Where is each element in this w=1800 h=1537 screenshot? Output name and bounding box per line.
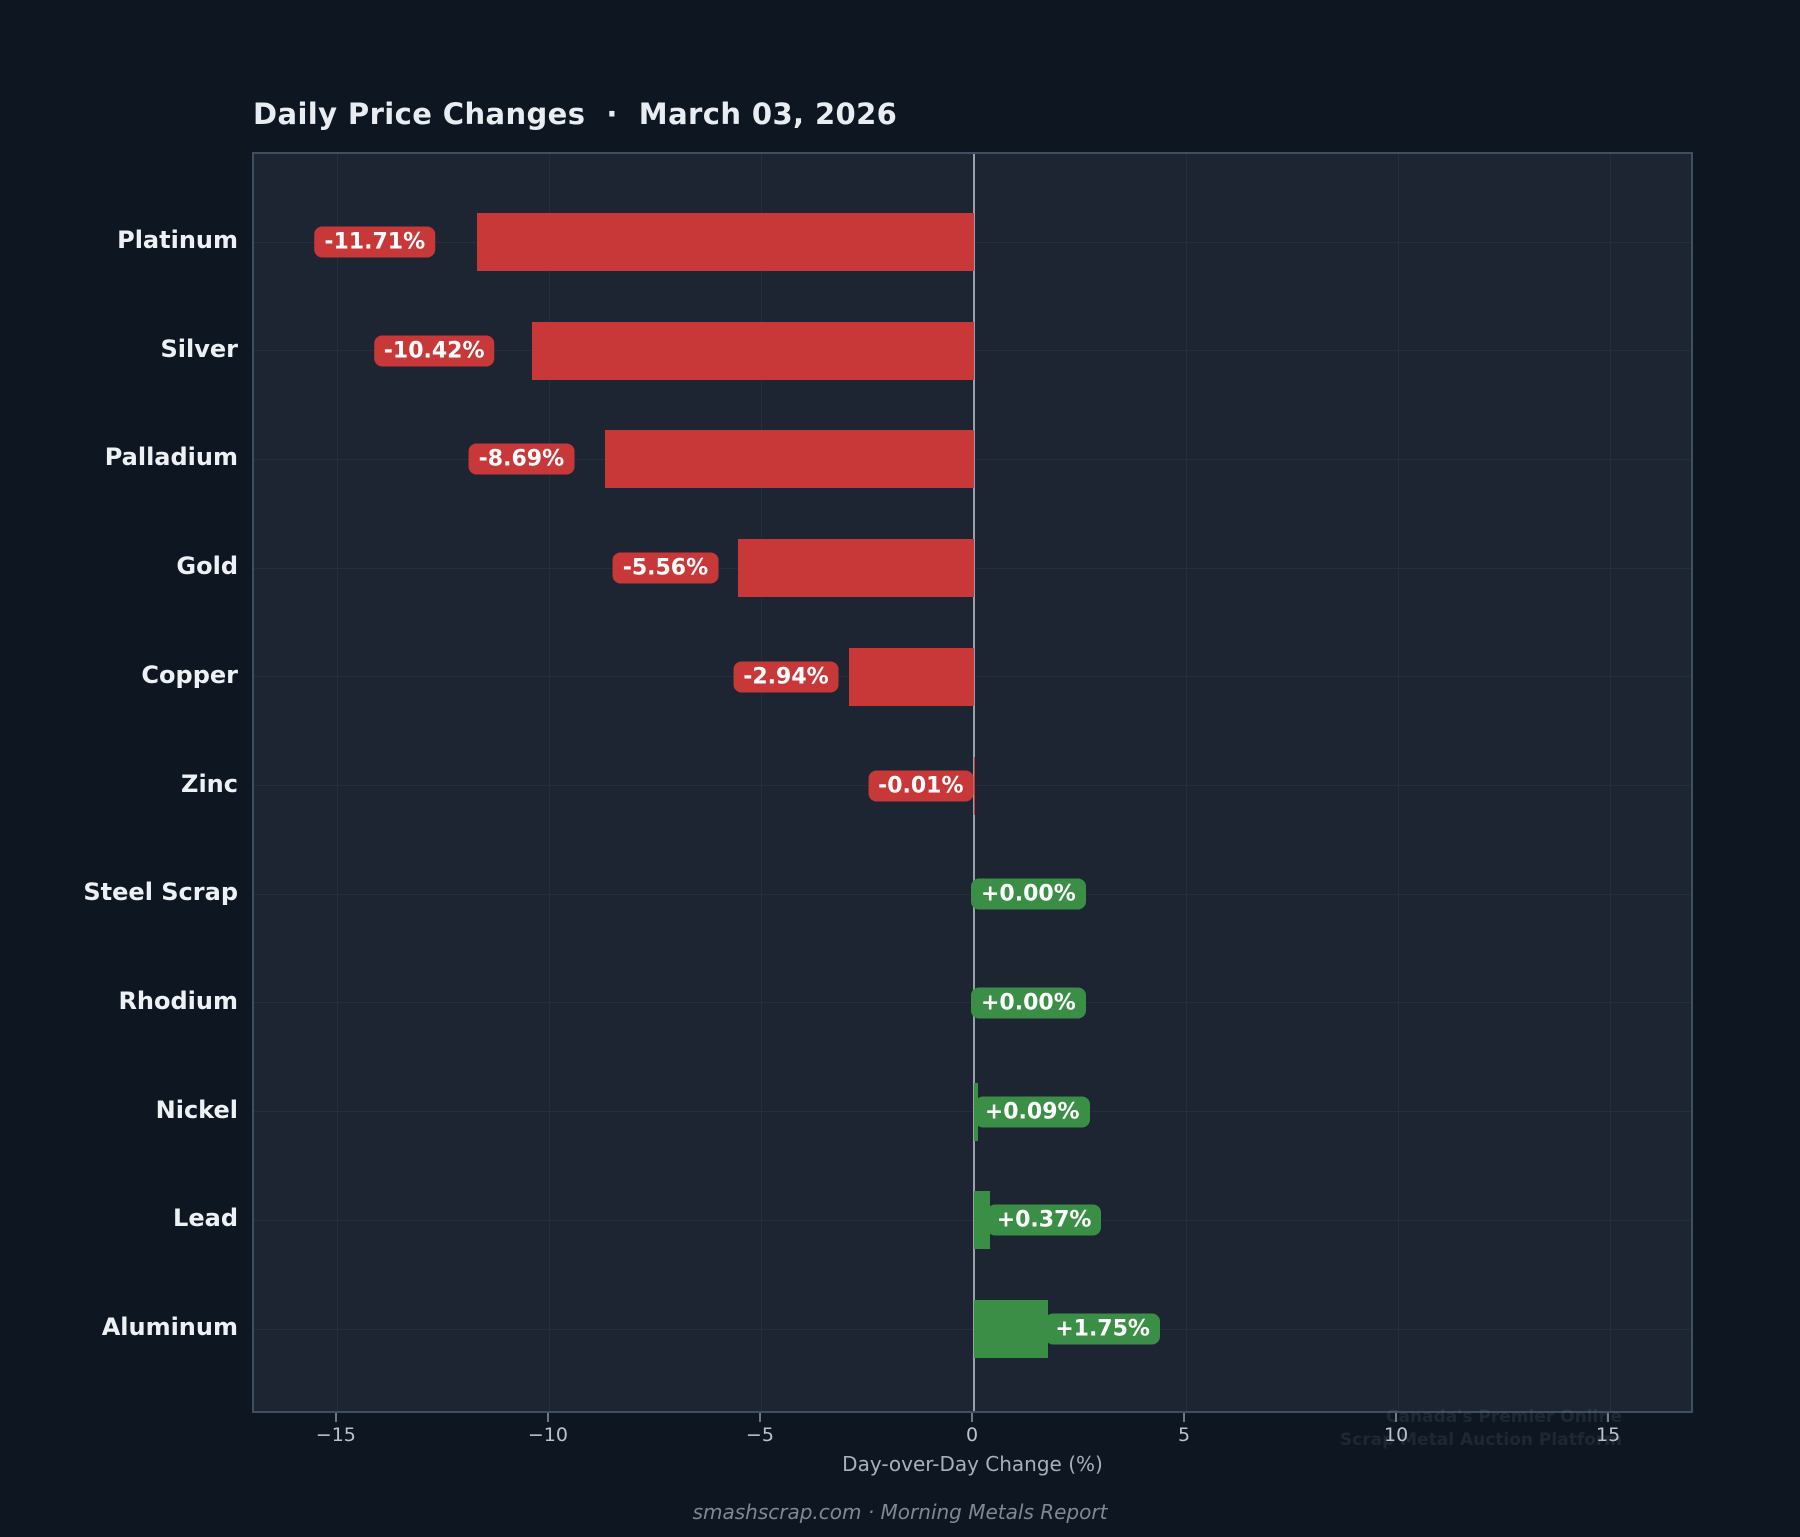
x-tick-mark (1183, 1413, 1186, 1422)
gridline-vertical (549, 154, 551, 1411)
gridline-horizontal (254, 1328, 1691, 1330)
category-label-lead: Lead (173, 1204, 238, 1233)
x-tick-label: 0 (965, 1424, 979, 1446)
x-tick-mark (334, 1413, 337, 1422)
watermark-line-2: Scrap Metal Auction Platform (1339, 1430, 1622, 1450)
category-label-gold: Gold (176, 552, 238, 581)
x-tick-mark (1607, 1413, 1610, 1422)
bar-copper (849, 647, 974, 706)
gridline-horizontal (254, 1219, 1691, 1221)
bar-platinum (477, 213, 974, 271)
x-tick-mark (1395, 1413, 1398, 1422)
watermark: Canada's Premier Online Scrap Metal Auct… (1340, 1406, 1622, 1452)
value-badge-aluminum: +1.75% (1045, 1313, 1160, 1345)
category-label-platinum: Platinum (117, 226, 238, 254)
bar-palladium (605, 430, 974, 489)
gridline-vertical (1185, 154, 1187, 1411)
category-label-nickel: Nickel (155, 1095, 238, 1124)
chart-title: Daily Price Changes · March 03, 2026 (253, 97, 898, 131)
x-tick-label: 15 (1596, 1424, 1621, 1446)
value-badge-gold: -5.56% (612, 552, 719, 584)
category-label-aluminum: Aluminum (101, 1313, 238, 1341)
x-tick-mark (758, 1413, 761, 1422)
zero-baseline (973, 154, 975, 1411)
value-badge-steel-scrap: +0.00% (971, 878, 1086, 910)
gridline-vertical (1397, 154, 1399, 1411)
value-badge-platinum: -11.71% (314, 226, 436, 258)
gridline-vertical (337, 154, 339, 1411)
gridline-vertical (1609, 154, 1611, 1411)
value-badge-copper: -2.94% (733, 661, 839, 693)
category-label-silver: Silver (160, 334, 239, 363)
footer-text: smashscrap.com · Morning Metals Report (692, 1500, 1108, 1524)
gridline-horizontal (254, 1111, 1691, 1113)
value-badge-palladium: -8.69% (468, 443, 575, 475)
plot-area: -11.71% -10.42% -8.69% -5.56% -2.94% -0.01% +0… (252, 152, 1693, 1413)
category-label-zinc: Zinc (181, 769, 238, 798)
value-badge-nickel: +0.09% (974, 1096, 1090, 1128)
x-tick-label: 5 (1178, 1424, 1191, 1446)
value-badge-rhodium: +0.00% (971, 987, 1086, 1019)
x-tick-mark (971, 1413, 973, 1422)
value-badge-silver: -10.42% (373, 335, 495, 367)
x-tick-label: −5 (745, 1424, 774, 1446)
bar-silver (532, 321, 974, 380)
watermark-line-1: Canada's Premier Online (1386, 1407, 1622, 1427)
category-label-rhodium: Rhodium (118, 986, 238, 1015)
category-label-steel-scrap: Steel Scrap (83, 878, 238, 907)
x-tick-label: −15 (315, 1424, 356, 1446)
category-label-copper: Copper (141, 660, 238, 689)
x-axis-title: Day-over-Day Change (%) (842, 1452, 1103, 1476)
bar-lead (974, 1191, 990, 1250)
value-badge-zinc: -0.01% (868, 769, 974, 802)
x-tick-label: −10 (527, 1424, 568, 1446)
category-label-palladium: Palladium (104, 443, 238, 472)
bar-gold (738, 539, 974, 598)
x-tick-mark (546, 1413, 549, 1422)
value-badge-lead: +0.37% (986, 1204, 1102, 1236)
x-tick-label: 10 (1384, 1424, 1409, 1446)
gridline-vertical (761, 154, 763, 1411)
bar-aluminum (974, 1300, 1049, 1358)
